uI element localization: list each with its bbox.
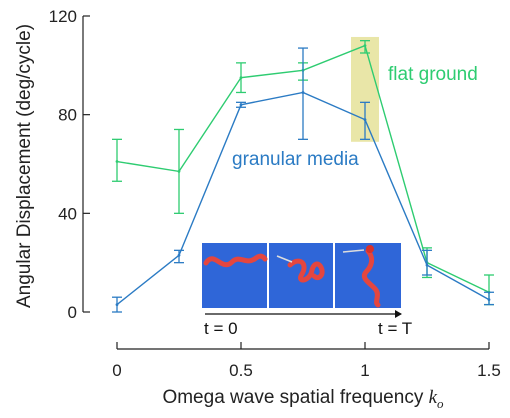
inset-time-arrowhead: [395, 310, 402, 318]
x-tick-label: 0: [112, 361, 121, 380]
series-label-flat-ground: flat ground: [388, 64, 478, 85]
marker-pin-2: [276, 255, 293, 263]
data-point-granular-media: [115, 303, 119, 306]
data-point-granular-media: [425, 263, 429, 267]
snake-shape-1: [203, 253, 268, 268]
snake-shape-2: [287, 258, 325, 283]
data-point-granular-media: [239, 103, 243, 107]
axes: [82, 16, 489, 350]
data-point-granular-media: [301, 91, 305, 94]
data-point-flat-ground: [177, 170, 181, 173]
marker-pin-3: [342, 249, 365, 253]
data-point-granular-media: [177, 253, 181, 257]
x-tick-label: 1: [360, 361, 369, 380]
inset-label-end: t = T: [378, 319, 412, 338]
x-tick-label: 0.5: [229, 361, 253, 380]
y-tick-label: 80: [58, 106, 77, 125]
data-point-flat-ground: [239, 76, 243, 80]
inset-snapshots: t = 0 t = T: [202, 243, 412, 338]
inset-frame-1: [202, 243, 267, 308]
x-ticks: 0 0.5 1 1.5: [112, 342, 501, 380]
x-axis-title-text: Omega wave spatial frequency: [162, 387, 428, 408]
x-axis-title: Omega wave spatial frequency ko: [162, 387, 444, 411]
inset-label-start: t = 0: [204, 319, 238, 338]
y-ticks: 0 40 80 120: [49, 7, 90, 322]
data-point-granular-media: [363, 118, 367, 121]
y-tick-label: 40: [58, 204, 77, 223]
y-tick-label: 0: [68, 303, 77, 322]
y-tick-label: 120: [49, 7, 77, 26]
y-axis-title: Angular Displacement (deg/cycle): [14, 24, 35, 308]
data-point-flat-ground: [115, 160, 119, 163]
x-axis-title-var: k: [429, 387, 438, 408]
error-bar-granular-media: [422, 249, 432, 276]
x-tick-label: 1.5: [477, 361, 501, 380]
data-point-granular-media: [487, 298, 491, 302]
series-layer: [112, 40, 494, 313]
series-label-granular-media: granular media: [232, 149, 359, 170]
data-point-flat-ground: [363, 44, 367, 47]
snake-head-3: [366, 245, 374, 253]
x-axis-title-sub: o: [437, 396, 444, 411]
snake-shape-3: [361, 248, 381, 308]
